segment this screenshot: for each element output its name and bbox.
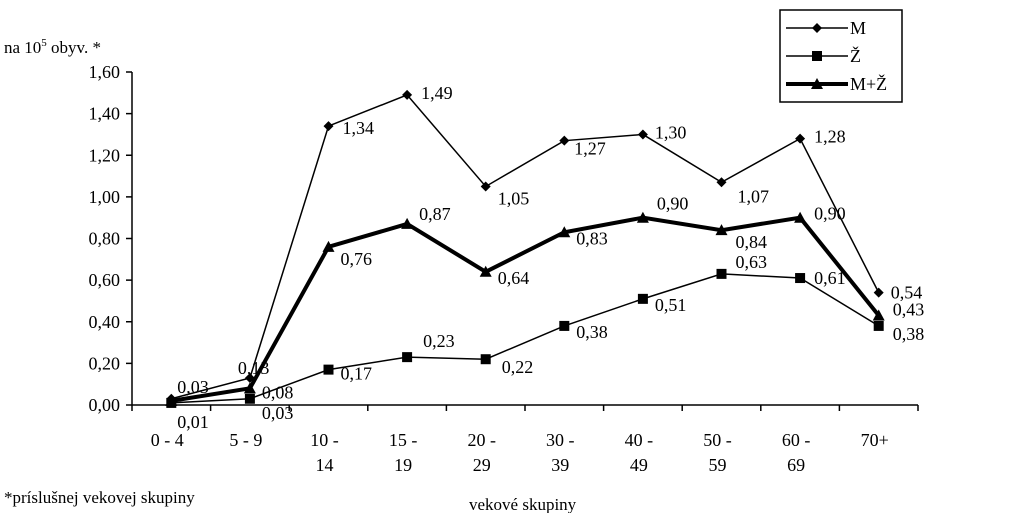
x-tick-label: 40 -49: [625, 430, 654, 475]
marker-diamond: [812, 23, 822, 33]
data-label: 1,05: [498, 188, 530, 208]
data-label: 0,23: [423, 331, 455, 351]
data-label: 0,03: [177, 377, 209, 397]
legend-label: M: [850, 18, 866, 38]
x-tick-label: 10 -14: [310, 430, 339, 475]
x-axis-title: vekové skupiny: [469, 495, 577, 513]
data-label: 0,61: [814, 268, 846, 288]
marker-diamond: [559, 135, 570, 146]
legend-label: M+Ž: [850, 73, 887, 94]
x-tick-label: 70+: [861, 430, 889, 450]
marker-diamond: [873, 287, 884, 298]
marker-diamond: [402, 89, 413, 100]
y-tick-label: 0,60: [89, 270, 121, 290]
marker-triangle: [401, 217, 414, 229]
x-tick-label: 30 -39: [546, 430, 575, 475]
data-label: 0,83: [576, 228, 608, 248]
y-tick-label: 0,20: [89, 353, 121, 373]
data-label: 0,63: [736, 252, 768, 272]
data-label: 0,17: [341, 364, 373, 384]
marker-triangle: [165, 394, 178, 406]
marker-triangle: [872, 309, 885, 321]
data-label: 1,30: [655, 122, 687, 142]
marker-square: [402, 352, 413, 363]
data-label: 0,84: [736, 232, 768, 252]
data-label: 0,22: [502, 357, 534, 377]
data-label: 0,90: [657, 194, 689, 214]
data-label: 0,38: [893, 324, 925, 344]
marker-diamond: [323, 121, 334, 132]
data-label: 0,54: [891, 283, 923, 303]
marker-diamond: [795, 133, 806, 144]
marker-triangle: [479, 265, 492, 277]
marker-square: [480, 354, 491, 365]
marker-triangle: [243, 382, 256, 394]
marker-triangle: [322, 240, 335, 252]
marker-triangle: [558, 226, 571, 238]
series-line: [170, 215, 881, 403]
marker-triangle: [636, 211, 649, 223]
y-tick-label: 0,00: [89, 395, 121, 415]
footnote: *príslušnej vekovej skupiny: [4, 488, 195, 507]
data-label: 0,64: [498, 268, 530, 288]
y-tick-label: 0,80: [89, 229, 121, 249]
marker-square: [812, 51, 822, 61]
marker-square: [716, 268, 727, 279]
marker-diamond: [716, 177, 727, 188]
axes: 0,00 0,20 0,40 0,60 0,80 1,00 1,20 1,40 1,60 0 - …: [89, 62, 919, 475]
marker-square: [795, 273, 806, 284]
series-line: [171, 273, 880, 404]
data-label: 0,76: [341, 249, 373, 269]
data-label: 0,03: [262, 403, 294, 423]
data-label: 0,51: [655, 295, 687, 315]
data-label: 0,87: [419, 204, 451, 224]
x-tick-label: 60 -69: [782, 430, 811, 475]
data-label: 0,13: [238, 358, 270, 378]
y-tick-label: 1,00: [89, 187, 121, 207]
x-tick-label: 20 -29: [467, 430, 496, 475]
x-tick-label: 0 - 4: [151, 430, 184, 450]
x-tick-label: 15 -19: [389, 430, 418, 475]
data-label: 1,07: [738, 186, 770, 206]
data-label: 0,43: [893, 300, 925, 320]
marker-triangle: [715, 224, 728, 236]
x-tick-label: 50 -59: [703, 430, 732, 475]
legend: MŽ M+Ž: [779, 9, 903, 103]
data-label: 1,27: [574, 139, 606, 159]
y-tick-label: 1,20: [89, 145, 121, 165]
legend-label: Ž: [850, 45, 861, 66]
data-label: 0,01: [177, 412, 209, 432]
marker-square: [323, 364, 334, 375]
series-diamond: [166, 89, 884, 404]
y-axis-title: na 105 obyv. *: [4, 37, 101, 57]
marker-square: [559, 320, 570, 331]
series-layer: [165, 89, 885, 408]
marker-triangle: [794, 211, 807, 223]
y-tick-label: 1,60: [89, 62, 121, 82]
marker-square: [244, 393, 255, 404]
marker-diamond: [637, 129, 648, 140]
marker-square: [637, 293, 648, 304]
data-label: 0,38: [576, 322, 608, 342]
series-line: [171, 93, 880, 400]
data-label: 0,08: [262, 382, 294, 402]
data-labels-layer: 0,03 0,13 1,34 1,49 1,05 1,27 1,30 1,07 1,28 0,54…: [177, 83, 924, 432]
data-label: 0,90: [814, 204, 846, 224]
marker-diamond: [480, 181, 491, 192]
marker-square: [873, 320, 884, 331]
data-label: 1,49: [421, 83, 453, 103]
series-triangle: [165, 211, 885, 406]
y-tick-label: 0,40: [89, 312, 121, 332]
data-label: 1,34: [343, 118, 375, 138]
data-label: 1,28: [814, 127, 846, 147]
x-tick-label: 5 - 9: [229, 430, 262, 450]
y-tick-label: 1,40: [89, 104, 121, 124]
marker-triangle: [811, 78, 823, 89]
